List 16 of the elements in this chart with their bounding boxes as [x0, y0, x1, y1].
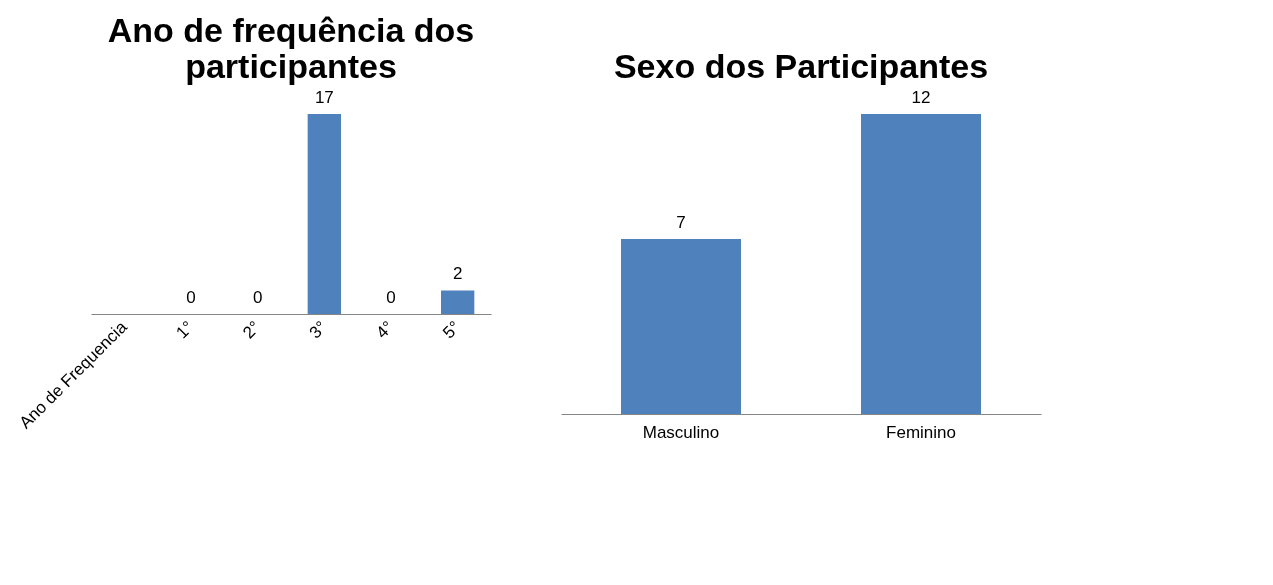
x-tick-label: Feminino	[886, 422, 956, 442]
x-tick-label: 3°	[305, 317, 331, 343]
x-tick-label: 2°	[239, 317, 265, 343]
chart-title: Ano de frequência dos participantes	[107, 11, 475, 85]
x-tick-label: 1°	[172, 317, 198, 343]
x-tick-label: 5°	[439, 317, 465, 343]
data-label: 0	[386, 288, 396, 307]
data-label: 2	[452, 264, 463, 284]
x-tick-label: Masculino	[642, 422, 720, 442]
data-label: 7	[676, 213, 686, 232]
chart-title: Sexo dos Participantes	[613, 47, 989, 85]
data-label: 0	[186, 288, 196, 307]
x-tick-label: 4°	[372, 317, 398, 343]
data-label: 17	[314, 88, 334, 107]
data-label: 12	[911, 88, 931, 107]
data-label: 0	[252, 288, 263, 307]
